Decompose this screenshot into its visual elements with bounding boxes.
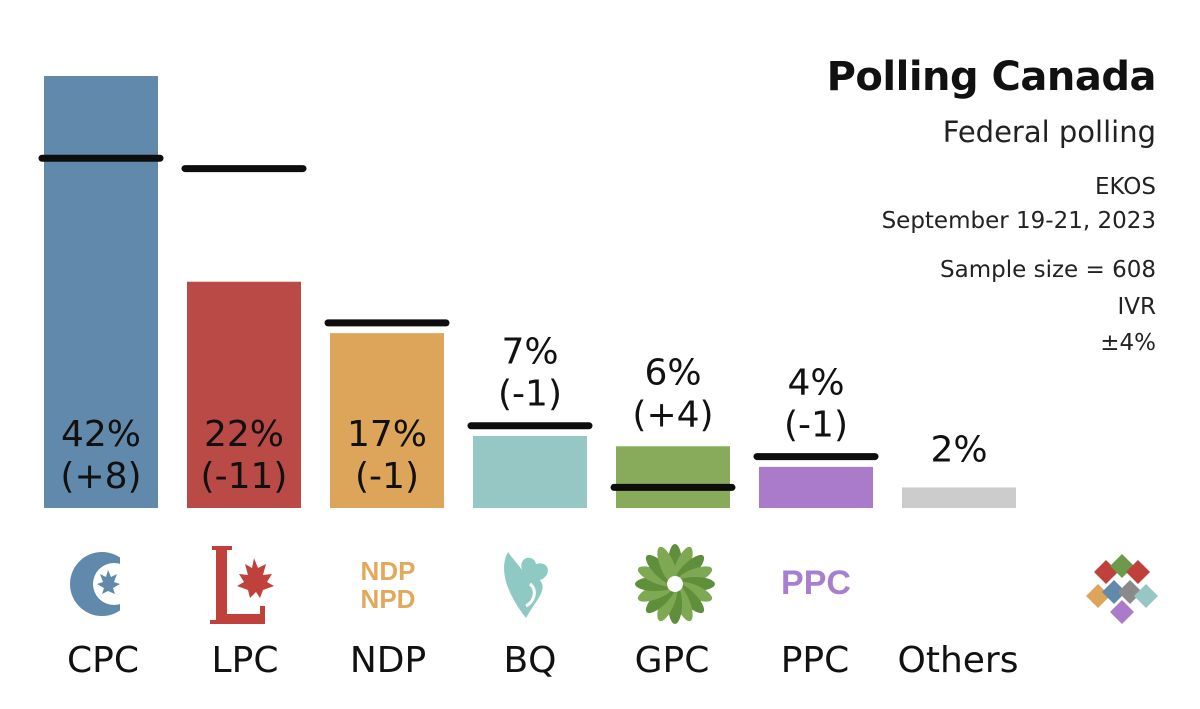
margin-of-error: ±4%	[1100, 330, 1156, 356]
bar-lpc	[187, 281, 301, 508]
value-label-lpc: 22%	[204, 414, 284, 455]
bar-cpc	[44, 76, 158, 508]
bar-ndp	[330, 333, 444, 508]
value-label-gpc: 6%	[644, 352, 701, 393]
value-label-ppc: 4%	[787, 363, 844, 404]
party-label-ppc: PPC	[780, 640, 850, 681]
gpc-logo	[620, 540, 730, 630]
poll-dates: September 19-21, 2023	[881, 208, 1156, 234]
ppc-logo-text: PPC	[781, 564, 851, 602]
change-label-bq: (-1)	[498, 374, 562, 415]
change-label-ppc: (-1)	[784, 405, 848, 446]
party-label-gpc: GPC	[634, 640, 710, 681]
bar-ppc	[759, 466, 873, 508]
party-label-others: Others	[897, 640, 1019, 681]
chart-title: Polling Canada	[826, 54, 1157, 100]
gpc-petal	[657, 546, 678, 585]
chart-subtitle: Federal polling	[942, 115, 1156, 149]
party-label-bq: BQ	[503, 640, 557, 681]
poll-method: IVR	[1117, 294, 1157, 320]
value-label-others: 2%	[930, 429, 987, 470]
party-label-lpc: LPC	[211, 640, 279, 681]
sample-size: Sample size = 608	[940, 257, 1156, 283]
value-label-ndp: 17%	[347, 414, 427, 455]
pollster-label: EKOS	[1094, 174, 1156, 200]
ppc-logo: PPC	[762, 540, 872, 630]
bar-bq	[473, 436, 587, 508]
change-label-gpc: (+4)	[632, 394, 713, 435]
bar-gpc	[616, 446, 730, 508]
ndp-logo-text-fr: NPD	[361, 584, 416, 614]
change-label-lpc: (-11)	[201, 456, 288, 497]
ndp-logo: NDP NPD	[334, 540, 444, 630]
party-label-cpc: CPC	[67, 640, 139, 681]
lpc-logo	[190, 540, 300, 630]
change-label-cpc: (+8)	[60, 456, 141, 497]
value-label-cpc: 42%	[61, 414, 141, 455]
gpc-center	[667, 576, 683, 592]
ndp-logo-text-en: NDP	[361, 556, 416, 586]
others-logo	[1072, 540, 1182, 630]
bq-logo	[478, 540, 588, 630]
cpc-logo	[46, 540, 156, 630]
bar-others	[902, 487, 1016, 508]
party-label-ndp: NDP	[349, 640, 427, 681]
value-label-bq: 7%	[501, 332, 558, 373]
change-label-ndp: (-1)	[355, 456, 419, 497]
